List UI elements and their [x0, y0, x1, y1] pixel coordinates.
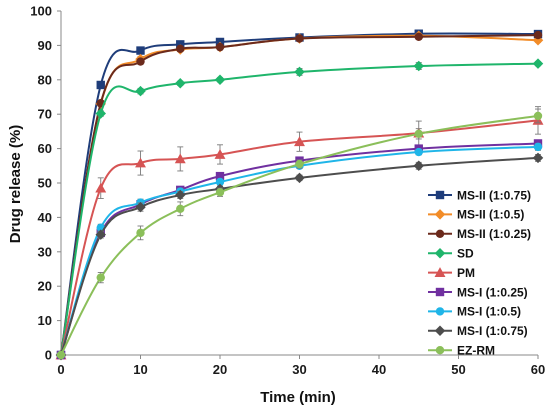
legend-item: EZ-RM	[428, 344, 495, 358]
y-tick-label: 50	[38, 176, 52, 191]
y-tick-label: 70	[38, 107, 52, 122]
y-axis-title: Drug release (%)	[7, 125, 24, 243]
legend-item: MS-I (1:0.5)	[428, 305, 521, 319]
legend-label: SD	[457, 247, 474, 261]
x-tick-label: 20	[213, 362, 227, 377]
data-point	[95, 182, 107, 193]
legend-swatch-marker	[434, 209, 446, 220]
legend-swatch-marker	[434, 325, 446, 337]
x-tick-label: 50	[451, 362, 465, 377]
data-point	[176, 44, 185, 54]
data-point	[295, 34, 304, 43]
data-point	[215, 177, 225, 187]
y-tick-label: 60	[38, 141, 52, 156]
legend-swatch-marker	[435, 190, 445, 200]
series-layer	[55, 29, 544, 361]
data-point	[215, 188, 225, 197]
data-point	[176, 204, 185, 213]
data-point	[174, 153, 186, 164]
legend-label: MS-I (1:0.75)	[457, 324, 528, 338]
data-point	[414, 129, 423, 139]
data-point	[175, 189, 186, 201]
y-tick-label: 0	[45, 348, 52, 363]
data-point	[95, 229, 106, 240]
data-point	[96, 80, 105, 90]
data-point	[414, 147, 423, 157]
data-point	[214, 148, 226, 159]
y-tick-label: 40	[38, 210, 52, 225]
data-point	[294, 136, 305, 147]
legend-swatch-marker	[435, 346, 445, 355]
data-point	[135, 85, 146, 97]
x-tick-label: 40	[372, 362, 386, 377]
data-point	[215, 42, 225, 52]
y-tick-label: 10	[38, 313, 52, 328]
legend-item: MS-I (1:0.25)	[428, 285, 528, 299]
legend: MS-II (1:0.75) MS-II (1:0.5) MS-II (1:0.25…	[428, 188, 531, 358]
legend-label: MS-I (1:0.5)	[457, 305, 521, 319]
data-point	[413, 60, 424, 72]
data-point	[214, 74, 226, 86]
legend-swatch-marker	[435, 229, 445, 238]
legend-label: PM	[457, 266, 475, 280]
data-point	[532, 152, 544, 164]
legend-swatch-marker	[434, 247, 446, 259]
data-point	[135, 157, 146, 168]
x-tick-label: 60	[531, 362, 545, 377]
legend-label: MS-II (1:0.5)	[457, 208, 524, 222]
data-point	[136, 57, 145, 66]
data-point	[96, 273, 105, 282]
legend-label: MS-II (1:0.25)	[457, 227, 531, 241]
data-point	[215, 171, 225, 181]
legend-label: MS-I (1:0.25)	[457, 285, 528, 299]
series-3	[56, 30, 543, 360]
legend-label: MS-II (1:0.75)	[457, 188, 531, 202]
y-tick-label: 90	[38, 38, 52, 53]
y-tick-label: 20	[38, 279, 52, 294]
series-line	[60, 62, 539, 356]
axes: 0 10 20 30 40 50 60 70 80 90 100 0 10 20 30 40 50 60	[30, 4, 545, 378]
legend-item: SD	[428, 247, 474, 261]
legend-swatch-marker	[435, 287, 445, 297]
series-line	[60, 34, 539, 356]
legend-item: PM	[428, 266, 475, 280]
data-point	[532, 58, 544, 69]
legend-item: MS-II (1:0.5)	[428, 208, 524, 222]
y-tick-label: 100	[30, 4, 52, 19]
legend-item: MS-II (1:0.25)	[428, 227, 531, 241]
data-point	[294, 172, 305, 184]
data-point	[413, 160, 424, 172]
data-point	[175, 77, 186, 89]
series-9	[56, 108, 543, 360]
legend-item: MS-II (1:0.75)	[428, 188, 531, 202]
legend-swatch-marker	[435, 307, 445, 316]
legend-item: MS-I (1:0.75)	[428, 324, 528, 338]
data-point	[294, 66, 305, 78]
x-tick-label: 10	[133, 362, 147, 377]
x-tick-label: 0	[57, 362, 64, 377]
data-point	[136, 46, 145, 55]
data-point	[533, 111, 543, 121]
x-axis-title: Time (min)	[260, 389, 336, 406]
data-point	[135, 201, 146, 213]
data-point	[56, 350, 66, 360]
legend-label: EZ-RM	[457, 344, 495, 358]
x-tick-label: 30	[292, 362, 306, 377]
data-point	[136, 228, 145, 238]
data-point	[95, 108, 106, 119]
series-line	[60, 32, 539, 356]
data-point	[414, 32, 423, 41]
legend-swatch-marker	[434, 267, 446, 277]
data-point	[533, 142, 543, 152]
y-tick-label: 80	[38, 72, 52, 87]
data-point	[533, 30, 543, 40]
y-tick-label: 30	[38, 244, 52, 259]
data-point	[295, 159, 304, 169]
